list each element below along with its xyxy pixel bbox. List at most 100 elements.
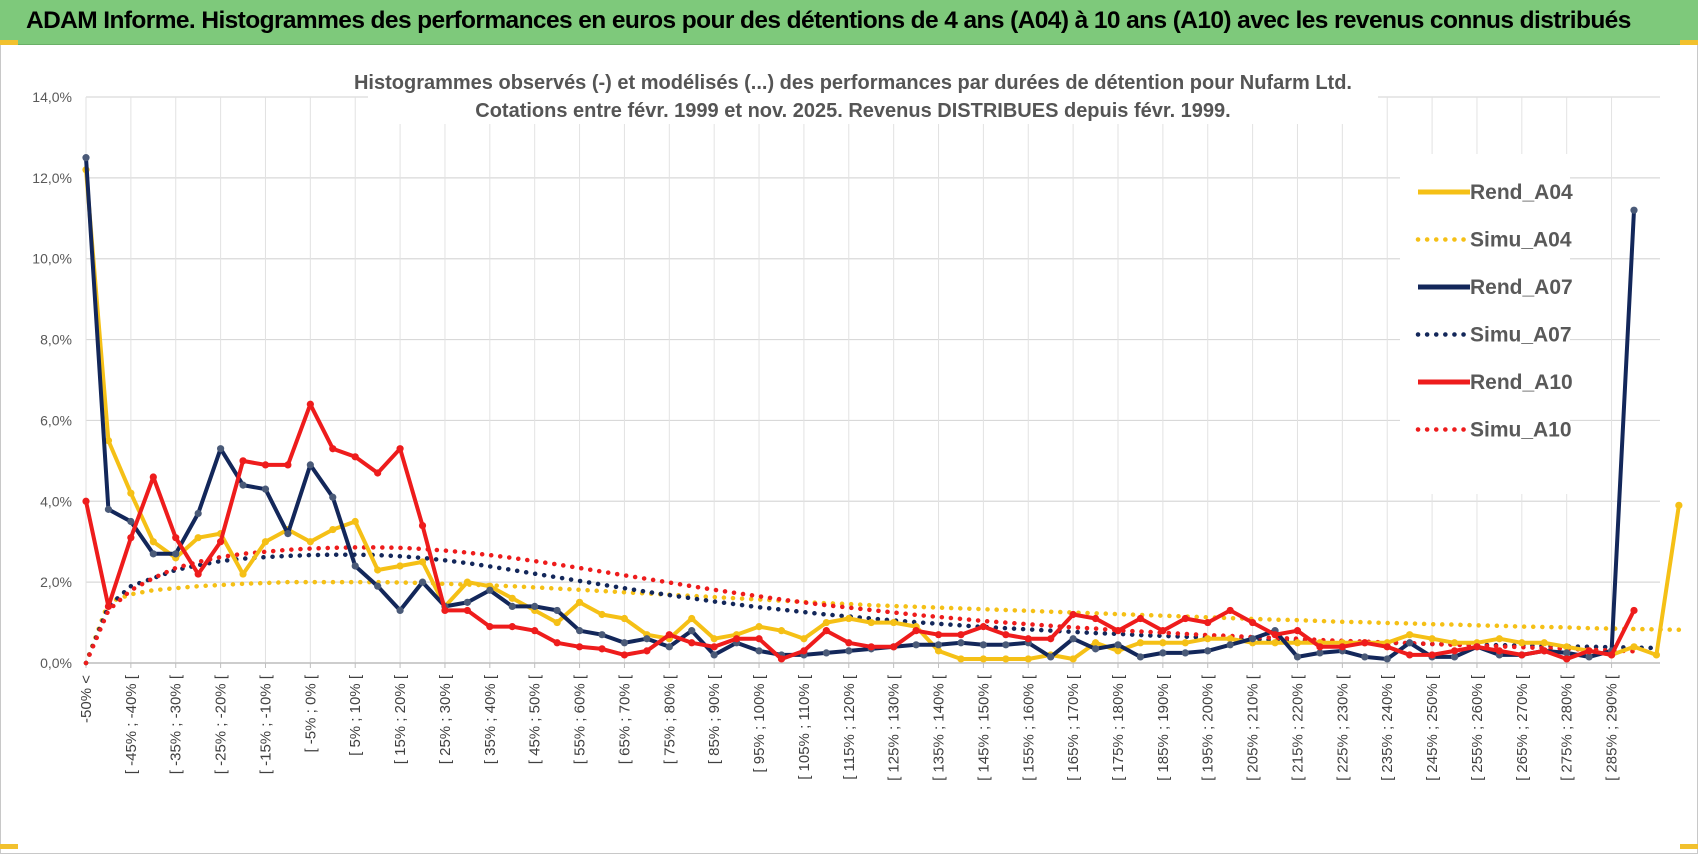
data-point [1450, 639, 1459, 647]
data-point [553, 606, 561, 615]
data-point [396, 606, 404, 615]
x-tick-label: [ 35% ; 40% [ [482, 674, 499, 764]
legend-label: Simu_A04 [1470, 229, 1572, 252]
data-point [957, 639, 965, 647]
data-point [1428, 651, 1436, 659]
data-point [374, 566, 382, 574]
data-point [1406, 631, 1414, 639]
data-point [1226, 606, 1234, 615]
data-point [82, 154, 90, 162]
data-point [1159, 649, 1167, 657]
data-point [194, 534, 202, 542]
data-point [1136, 614, 1145, 623]
legend-box [1400, 154, 1570, 494]
y-tick-label: 4,0% [40, 493, 72, 509]
legend-label: Rend_A07 [1470, 276, 1573, 299]
data-point [1249, 635, 1257, 643]
x-tick-label: [ -25% ; -20% [ [213, 674, 230, 774]
data-point [1069, 610, 1077, 619]
data-point [1652, 651, 1661, 659]
legend: Rend_A04 Simu_A04 Rend_A07 Simu_A07 Rend_A10… [1400, 154, 1573, 494]
data-point [934, 647, 943, 655]
data-point [575, 627, 584, 635]
data-point [1383, 655, 1391, 663]
data-point [396, 445, 404, 453]
data-point [822, 649, 830, 657]
data-point [463, 598, 471, 606]
x-tick-label: [ -35% ; -30% [ [168, 674, 185, 774]
data-point [979, 623, 987, 631]
series-line [84, 157, 1636, 661]
x-tick-label: [ 285% ; 290% [ [1604, 674, 1621, 781]
x-tick-label: [ 5% ; 10% [ [347, 674, 364, 756]
data-point [688, 627, 696, 635]
y-tick-label: 8,0% [40, 332, 72, 348]
data-point [979, 655, 987, 663]
data-point [1563, 655, 1571, 663]
data-point [1024, 635, 1032, 643]
data-point [867, 643, 875, 651]
data-point [486, 623, 494, 631]
data-point [1293, 639, 1302, 647]
data-point [149, 538, 157, 546]
data-point [329, 445, 337, 453]
data-point [1136, 639, 1145, 647]
data-point [508, 594, 516, 602]
data-point [351, 562, 359, 570]
data-point [710, 635, 718, 643]
x-tick-label: [ 225% ; 230% [ [1334, 674, 1351, 781]
data-point [1204, 635, 1212, 643]
data-point [620, 639, 629, 647]
data-point [912, 641, 920, 649]
data-point [329, 525, 337, 534]
data-point [1293, 653, 1302, 661]
x-tick-label: -50% < [78, 675, 95, 723]
data-point [306, 461, 314, 469]
series-rend_a07 [82, 154, 1638, 663]
x-tick-label: [ 235% ; 240% [ [1379, 674, 1396, 781]
data-point [127, 489, 135, 497]
data-point [374, 469, 382, 477]
x-tick-label: [ 55% ; 60% [ [572, 674, 589, 764]
x-tick-label: [ -5% ; 0% [ [302, 674, 319, 752]
data-point [1114, 641, 1122, 649]
page-title: ADAM Informe. Histogrammes des performan… [26, 7, 1631, 34]
data-point [710, 643, 718, 651]
data-point [1450, 653, 1459, 661]
data-point [284, 461, 292, 469]
data-point [1181, 639, 1189, 647]
data-point [127, 517, 135, 526]
x-tick-label: [ 45% ; 50% [ [527, 674, 544, 764]
data-point [755, 647, 763, 655]
data-point [486, 586, 494, 594]
legend-label: Rend_A10 [1470, 371, 1573, 394]
y-tick-label: 0,0% [40, 655, 72, 671]
data-point [1204, 647, 1212, 655]
x-tick-label: [ 265% ; 270% [ [1514, 674, 1531, 781]
data-point [351, 453, 359, 461]
data-point [1406, 639, 1414, 647]
data-point [575, 643, 584, 651]
data-point [620, 614, 629, 623]
data-point [890, 643, 898, 651]
data-point [620, 651, 629, 659]
data-point [1361, 653, 1369, 661]
data-point [194, 509, 202, 518]
y-tick-label: 2,0% [40, 574, 72, 590]
series-line [84, 402, 1636, 661]
y-tick-label: 14,0% [32, 89, 72, 105]
data-point [688, 614, 696, 623]
data-point [1024, 655, 1032, 663]
data-point [1607, 651, 1616, 659]
x-tick-label: [ 165% ; 170% [ [1065, 674, 1082, 781]
data-point [1563, 643, 1571, 651]
corner-mark-bottom-right [1680, 844, 1698, 849]
data-point [643, 635, 651, 643]
data-point [1293, 627, 1302, 635]
data-point [239, 457, 247, 465]
data-point [396, 562, 404, 570]
chart-subtitle: Cotations entre févr. 1999 et nov. 2025.… [475, 100, 1230, 122]
x-tick-label: [ 255% ; 260% [ [1469, 674, 1486, 781]
x-tick-label: [ 175% ; 180% [ [1110, 674, 1127, 781]
page-header: ADAM Informe. Histogrammes des performan… [0, 0, 1698, 45]
